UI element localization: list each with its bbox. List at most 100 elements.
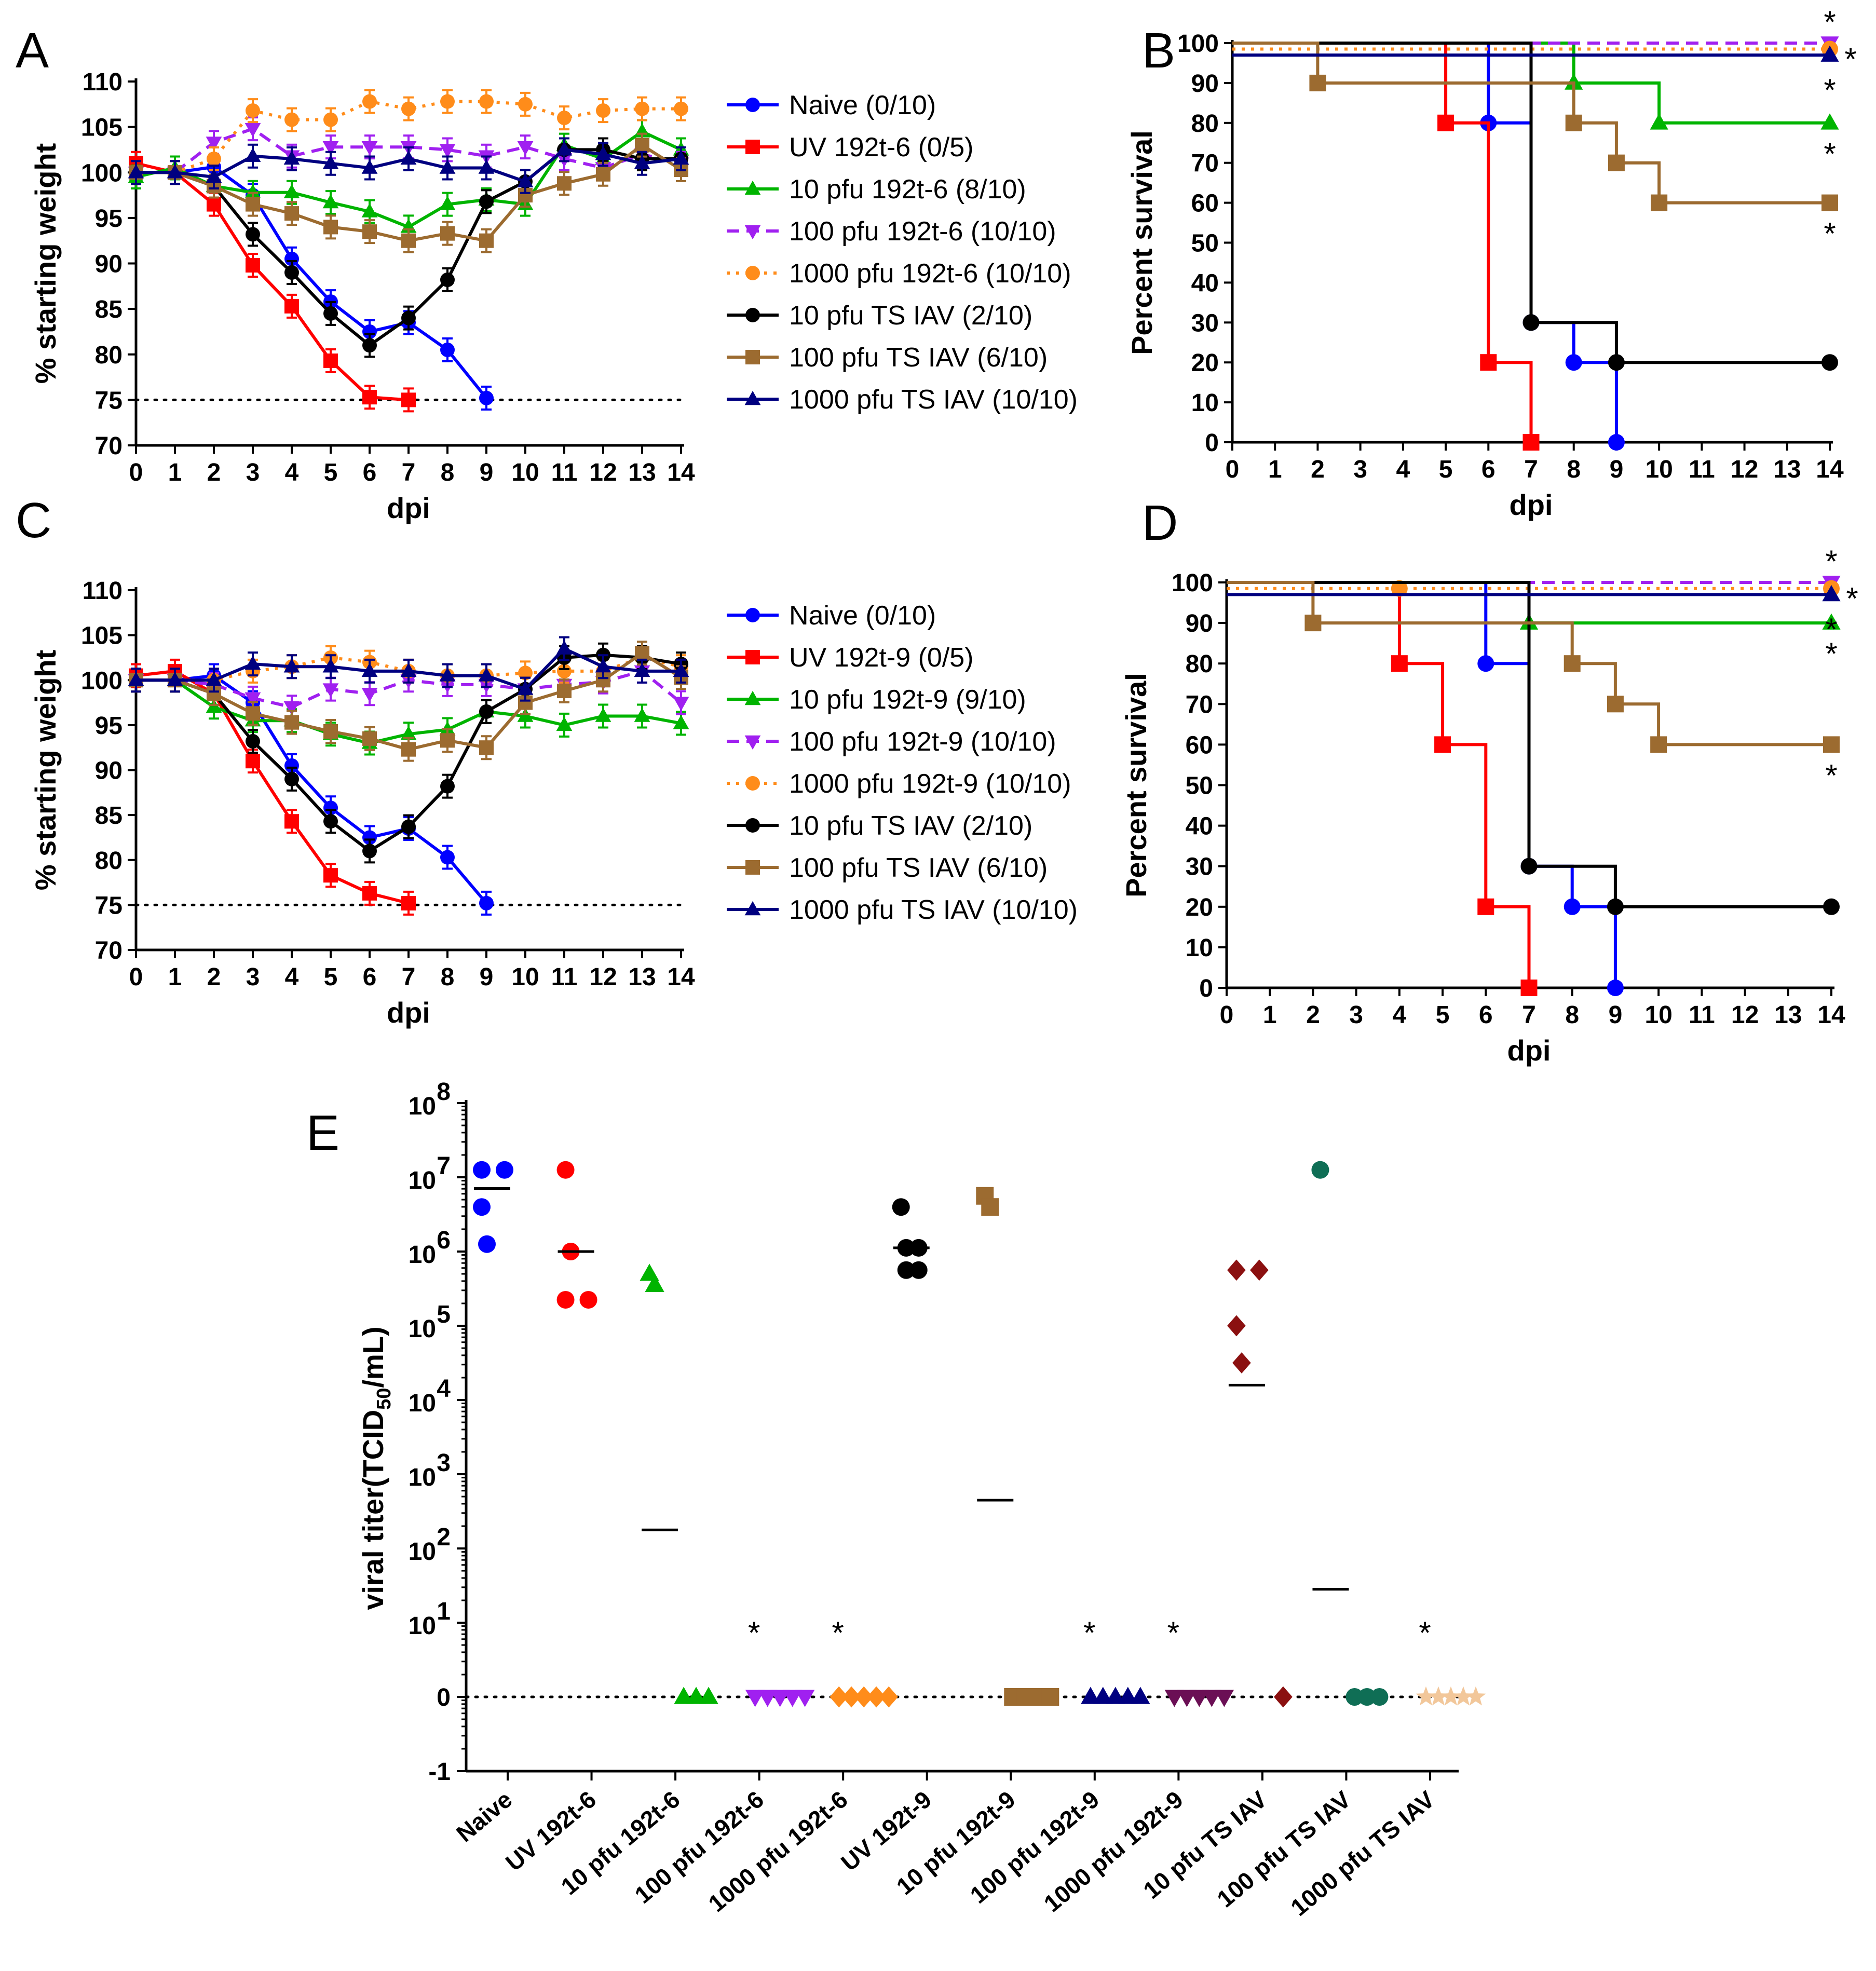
data-point xyxy=(1453,1686,1474,1706)
data-point xyxy=(897,1261,915,1279)
y-tick-label: 95 xyxy=(95,205,123,233)
data-point xyxy=(1823,736,1840,753)
data-point xyxy=(1608,154,1625,171)
data-point xyxy=(479,390,494,405)
data-point xyxy=(686,1687,706,1704)
y-tick-label: 10 xyxy=(409,1167,436,1194)
series-7 xyxy=(128,636,689,702)
series-line xyxy=(136,674,488,904)
legend-marker xyxy=(744,690,761,705)
significance-star: * xyxy=(1825,758,1837,793)
data-point xyxy=(479,895,494,910)
data-point xyxy=(842,1686,861,1708)
y-axis-subscript: 50 xyxy=(373,1388,395,1410)
y-tick-label: 10 xyxy=(409,1538,436,1566)
x-tick-label: 4 xyxy=(1396,456,1410,483)
data-point xyxy=(674,1687,694,1704)
y-tick-exponent: 1 xyxy=(437,1598,451,1625)
data-point xyxy=(479,704,494,719)
data-point xyxy=(556,141,573,156)
data-point xyxy=(1274,1686,1293,1708)
data-point xyxy=(362,731,377,746)
data-point xyxy=(1309,74,1326,91)
data-point xyxy=(1607,898,1624,915)
y-tick-label: 60 xyxy=(1186,731,1213,759)
y-axis-title-rest: /mL) xyxy=(357,1326,389,1388)
series-line xyxy=(1232,42,1618,442)
y-tick-label: 90 xyxy=(95,757,123,785)
data-point xyxy=(867,1686,886,1708)
data-point xyxy=(517,173,534,187)
data-point xyxy=(795,1690,815,1707)
y-axis-title: Percent survival xyxy=(1125,130,1158,355)
x-tick-label: 3 xyxy=(246,963,260,991)
data-point xyxy=(401,742,416,757)
data-point xyxy=(323,354,338,369)
data-point xyxy=(1131,1687,1150,1704)
data-point xyxy=(479,740,494,755)
legend-item: 100 pfu 192t-9 (10/10) xyxy=(727,727,1056,757)
data-point xyxy=(745,1690,765,1707)
x-tick-label: 11 xyxy=(551,963,578,991)
data-point xyxy=(323,814,338,829)
x-tick-label: 14 xyxy=(667,459,695,486)
x-tick-label: 7 xyxy=(402,963,416,991)
x-tick-label: 1000 pfu 192t-9 xyxy=(1039,1786,1188,1917)
significance-star: * xyxy=(1825,544,1837,579)
x-tick-label: 8 xyxy=(441,963,455,991)
data-point xyxy=(440,733,455,748)
legend-label: 100 pfu 192t-9 (10/10) xyxy=(789,727,1056,757)
data-point xyxy=(439,144,456,158)
data-point xyxy=(1480,354,1497,371)
data-point xyxy=(246,706,260,721)
y-tick-label: 85 xyxy=(95,296,123,323)
series-line xyxy=(1232,42,1533,442)
x-axis-title: dpi xyxy=(387,996,430,1029)
y-tick-label: 70 xyxy=(1186,691,1213,718)
data-point xyxy=(284,758,299,773)
panel-E-letter: E xyxy=(306,1105,339,1161)
legend-marker xyxy=(745,350,760,364)
data-point xyxy=(439,159,456,174)
data-point xyxy=(1564,655,1581,672)
data-point xyxy=(634,155,650,169)
y-tick-label: 75 xyxy=(95,387,123,414)
data-point xyxy=(673,150,689,165)
data-point xyxy=(1391,655,1408,672)
y-tick-label: 105 xyxy=(81,114,123,142)
legend-item: 10 pfu TS IAV (2/10) xyxy=(727,301,1032,331)
data-point xyxy=(1650,736,1667,753)
series-line xyxy=(136,127,682,174)
panel-A: A0 1 2 3 4 5 6 7 8 9 10 11 12 13 147075808590951001051… xyxy=(16,23,1078,524)
data-point xyxy=(323,220,338,235)
legend-label: 1000 pfu 192t-9 (10/10) xyxy=(789,769,1071,799)
x-tick-label: 2 xyxy=(1306,1001,1320,1029)
data-point xyxy=(517,141,534,156)
data-point xyxy=(401,392,416,407)
data-point xyxy=(673,715,689,729)
data-point xyxy=(595,146,611,160)
data-point xyxy=(1608,354,1625,371)
data-point xyxy=(517,681,534,695)
group-11: * xyxy=(1416,1615,1486,1706)
series-6 xyxy=(1232,42,1838,211)
significance-star: * xyxy=(1419,1615,1431,1650)
data-point xyxy=(473,1161,491,1179)
legend-item: 1000 pfu TS IAV (10/10) xyxy=(727,385,1078,415)
data-point xyxy=(770,1690,790,1707)
data-point xyxy=(400,150,417,165)
data-point xyxy=(1416,1686,1436,1706)
data-point xyxy=(362,886,377,901)
x-tick-label: 10 xyxy=(1644,1001,1672,1029)
series-5 xyxy=(1232,42,1838,371)
data-point xyxy=(1093,1687,1113,1704)
data-point xyxy=(244,147,261,162)
legend-label: Naive (0/10) xyxy=(789,601,936,631)
x-tick-label: 5 xyxy=(1439,456,1453,483)
series-line xyxy=(136,100,681,174)
y-tick-label: 80 xyxy=(95,342,123,369)
legend-item: UV 192t-6 (0/5) xyxy=(727,132,974,162)
data-point xyxy=(284,771,299,786)
data-point xyxy=(699,1687,718,1704)
